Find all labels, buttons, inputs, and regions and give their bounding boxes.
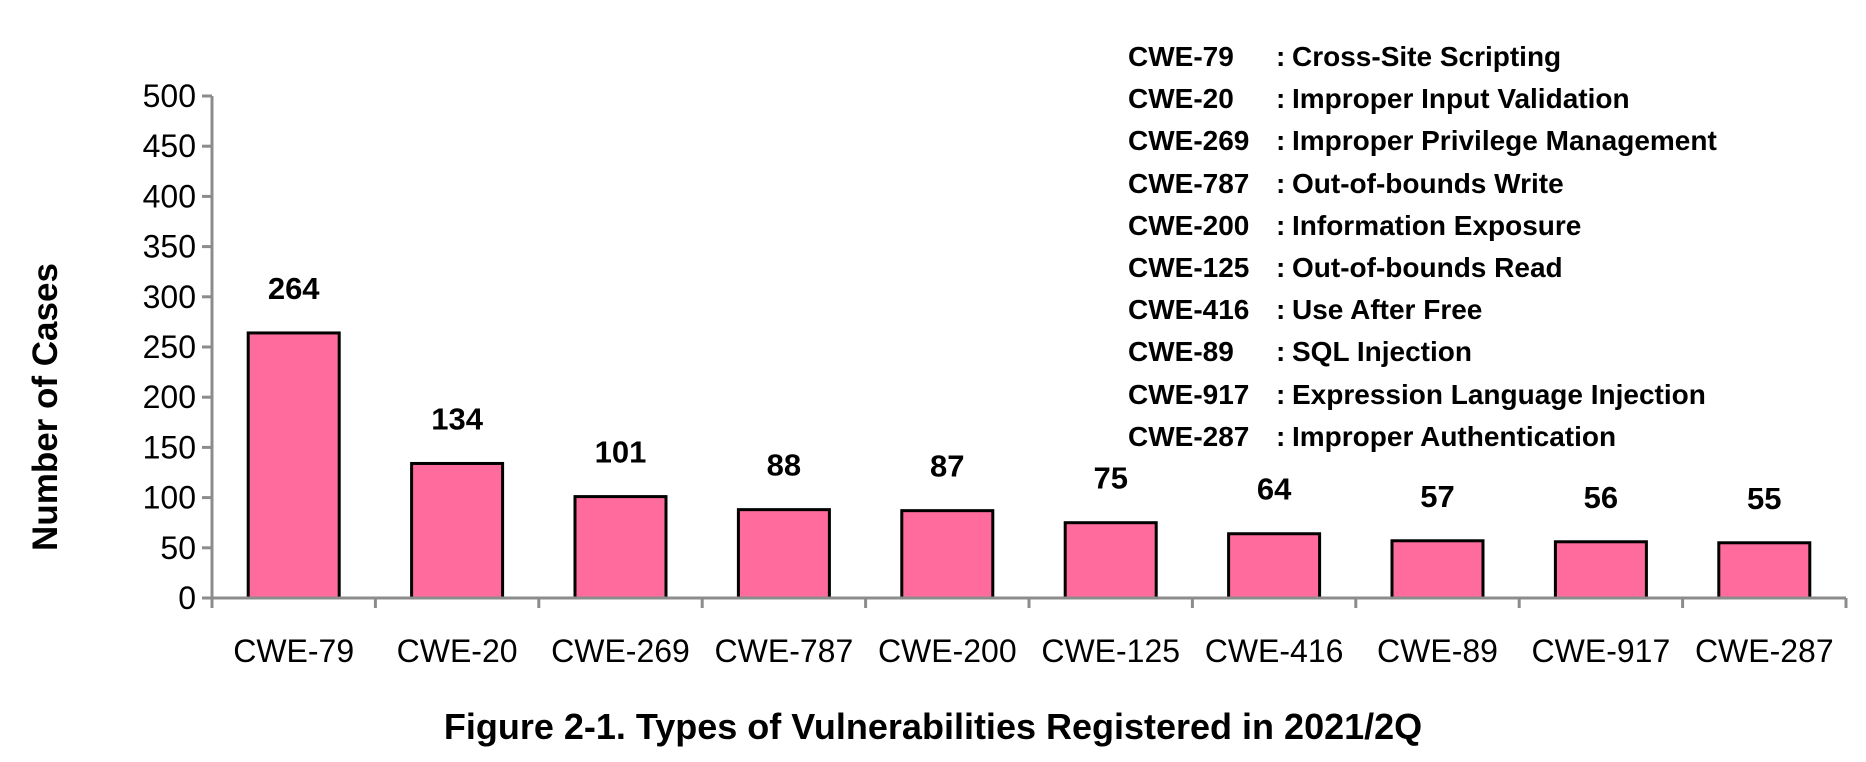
- data-label: 64: [1257, 472, 1292, 507]
- x-tick-label: CWE-416: [1205, 633, 1344, 669]
- legend-description: SQL Injection: [1292, 336, 1472, 368]
- data-label: 264: [268, 271, 320, 306]
- data-label: 55: [1747, 481, 1781, 516]
- bar-cwe-287: [1717, 541, 1812, 600]
- legend-separator: :: [1276, 167, 1286, 199]
- legend-item: CWE-200: Information Exposure: [1128, 205, 1717, 247]
- legend-description: Improper Authentication: [1292, 420, 1617, 452]
- y-tick-label: 0: [178, 580, 196, 616]
- legend-description: Improper Input Validation: [1292, 83, 1630, 115]
- legend-item: CWE-917: Expression Language Injection: [1128, 374, 1717, 416]
- legend-code: CWE-125: [1128, 251, 1250, 283]
- legend-item: CWE-287: Improper Authentication: [1128, 416, 1717, 458]
- data-label: 88: [767, 448, 801, 483]
- bar-cwe-125: [1063, 521, 1158, 600]
- x-tick-label: CWE-20: [397, 633, 518, 669]
- data-label: 134: [431, 401, 483, 436]
- y-tick-label: 300: [143, 279, 196, 315]
- x-axis-ticks: CWE-79 CWE-20 CWE-269 CWE-787 CWE-200 CWE-125…: [210, 598, 1848, 669]
- legend-separator: :: [1276, 83, 1286, 115]
- legend-item: CWE-20: Improper Input Validation: [1128, 78, 1717, 120]
- legend-description: Improper Privilege Management: [1292, 125, 1717, 157]
- data-label: 57: [1420, 479, 1454, 514]
- legend-separator: :: [1276, 420, 1286, 452]
- legend-code: CWE-79: [1128, 41, 1234, 72]
- y-tick-label: 150: [143, 429, 196, 465]
- y-tick-label: 100: [143, 480, 196, 516]
- legend-code: CWE-287: [1128, 420, 1250, 452]
- legend-separator: :: [1276, 251, 1286, 283]
- legend-separator: :: [1276, 336, 1286, 368]
- legend-code: CWE-20: [1128, 83, 1234, 115]
- x-tick-label: CWE-269: [551, 633, 690, 669]
- y-tick-label: 400: [143, 178, 196, 214]
- legend-separator: :: [1276, 378, 1286, 410]
- y-tick-label: 50: [160, 530, 196, 566]
- figure-caption: Figure 2-1. Types of Vulnerabilities Reg…: [443, 706, 1423, 747]
- legend-description: Out-of-bounds Write: [1292, 167, 1564, 199]
- legend-code: CWE-416: [1128, 294, 1250, 326]
- x-tick-label: CWE-200: [878, 633, 1017, 669]
- data-label: 75: [1093, 461, 1127, 496]
- legend-code: CWE-787: [1128, 167, 1250, 199]
- bar-cwe-269: [573, 495, 668, 600]
- legend-code: CWE-917: [1128, 378, 1250, 410]
- legend-description: Information Exposure: [1292, 209, 1582, 241]
- bar-cwe-200: [900, 509, 995, 600]
- x-tick-label: CWE-125: [1041, 633, 1180, 669]
- legend-item: CWE-416: Use After Free: [1128, 289, 1717, 331]
- bar-cwe-20: [410, 461, 505, 600]
- legend-separator: :: [1276, 125, 1286, 157]
- legend: CWE-79: Cross-Site Scripting CWE-20: Improp…: [1128, 36, 1717, 458]
- bar-cwe-787: [736, 508, 831, 600]
- legend-description: Cross-Site Scripting: [1292, 41, 1562, 72]
- legend-item: CWE-79: Cross-Site Scripting: [1128, 36, 1717, 78]
- y-axis-ticks: 0 50 100 150 200 250 300 350 400 450 500: [143, 78, 212, 616]
- x-tick-label: CWE-917: [1532, 633, 1671, 669]
- legend-separator: :: [1276, 294, 1286, 326]
- y-tick-label: 500: [143, 78, 196, 114]
- legend-item: CWE-787: Out-of-bounds Write: [1128, 163, 1717, 205]
- x-tick-label: CWE-79: [233, 633, 354, 669]
- x-tick-label: CWE-287: [1695, 633, 1834, 669]
- legend-code: CWE-200: [1128, 209, 1250, 241]
- legend-description: Expression Language Injection: [1292, 378, 1706, 410]
- x-tick-label: CWE-787: [715, 633, 854, 669]
- legend-description: Use After Free: [1292, 294, 1483, 326]
- legend-description: Out-of-bounds Read: [1292, 251, 1563, 283]
- y-axis-label: Number of Cases: [26, 263, 65, 551]
- legend-item: CWE-89: SQL Injection: [1128, 331, 1717, 373]
- x-tick-label: CWE-89: [1377, 633, 1498, 669]
- legend-code: CWE-269: [1128, 125, 1250, 157]
- data-label: 87: [930, 449, 964, 484]
- data-label: 101: [595, 435, 647, 470]
- legend-separator: :: [1276, 209, 1286, 241]
- y-tick-label: 350: [143, 229, 196, 265]
- y-tick-label: 450: [143, 128, 196, 164]
- legend-item: CWE-125: Out-of-bounds Read: [1128, 247, 1717, 289]
- legend-code: CWE-89: [1128, 336, 1234, 368]
- data-label: 56: [1584, 480, 1618, 515]
- bar-cwe-89: [1390, 539, 1485, 600]
- bar-cwe-416: [1227, 532, 1322, 600]
- y-tick-label: 250: [143, 329, 196, 365]
- bar-cwe-917: [1553, 540, 1648, 600]
- y-tick-label: 200: [143, 379, 196, 415]
- bar-cwe-79: [246, 331, 341, 600]
- legend-item: CWE-269: Improper Privilege Management: [1128, 120, 1717, 162]
- legend-separator: :: [1276, 41, 1286, 72]
